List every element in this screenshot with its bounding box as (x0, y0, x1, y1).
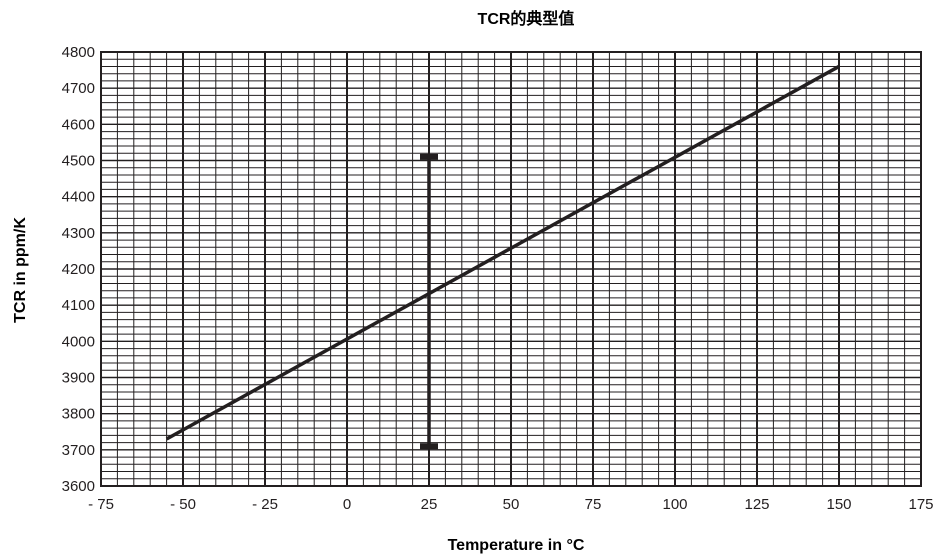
x-tick-label: 125 (744, 496, 769, 513)
y-tick-label: 4200 (62, 261, 95, 278)
error-bar-cap-top (420, 153, 438, 160)
y-tick-label: 4600 (62, 116, 95, 133)
y-tick-label: 4000 (62, 333, 95, 350)
tcr-line (165, 64, 840, 441)
x-tick-label: - 50 (170, 496, 196, 513)
x-tick-label: 25 (421, 496, 438, 513)
x-tick-label: 75 (585, 496, 602, 513)
y-tick-label: 4100 (62, 297, 95, 314)
error-bar-cap-bottom (420, 443, 438, 450)
y-tick-labels: 3600 3700 3800 3900 4000 4100 4200 4300 4400 4500… (62, 44, 95, 495)
x-tick-label: 100 (662, 496, 687, 513)
plot-frame (100, 51, 922, 487)
chart-title: TCR的典型值 (478, 9, 575, 28)
y-tick-label: 4300 (62, 225, 95, 242)
x-axis-title: Temperature in °C (448, 537, 585, 554)
x-tick-labels: - 75 - 50 - 25 0 25 50 75 100 125 150 175 (88, 496, 933, 513)
series-layer (165, 64, 840, 450)
y-tick-label: 3800 (62, 406, 95, 423)
x-tick-label: 150 (826, 496, 851, 513)
y-tick-label: 3700 (62, 442, 95, 459)
y-axis-title: TCR in ppm/K (12, 217, 29, 323)
y-tick-label: 3600 (62, 478, 95, 495)
x-tick-label: - 75 (88, 496, 114, 513)
x-tick-label: 0 (343, 496, 351, 513)
y-tick-label: 4700 (62, 80, 95, 97)
grid-layer (100, 51, 922, 487)
y-tick-label: 4400 (62, 189, 95, 206)
y-tick-label: 3900 (62, 370, 95, 387)
x-tick-label: - 25 (252, 496, 278, 513)
x-tick-label: 175 (908, 496, 933, 513)
y-tick-label: 4800 (62, 44, 95, 61)
y-tick-label: 4500 (62, 153, 95, 170)
x-tick-label: 50 (503, 496, 520, 513)
